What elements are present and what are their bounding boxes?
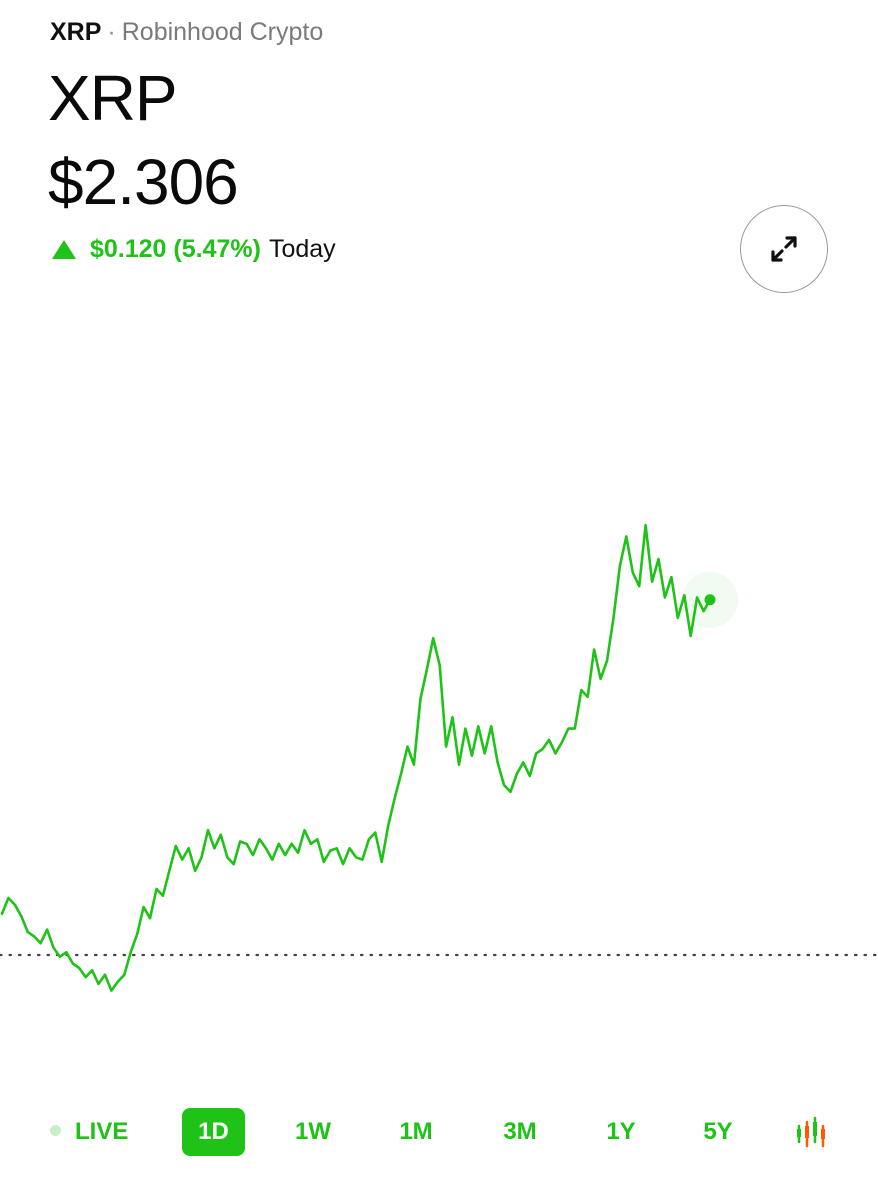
current-price-dot bbox=[704, 594, 716, 606]
asset-title: XRP bbox=[48, 62, 178, 134]
range-option-1d[interactable]: 1D bbox=[182, 1108, 245, 1156]
range-option-3m[interactable]: 3M bbox=[503, 1118, 537, 1145]
price-change: $0.120 (5.47%) Today bbox=[52, 233, 336, 265]
range-option-1w[interactable]: 1W bbox=[295, 1118, 331, 1145]
price-change-period: Today bbox=[268, 235, 336, 263]
range-option-1m[interactable]: 1M bbox=[399, 1118, 433, 1145]
candlestick-chart-icon[interactable] bbox=[795, 1112, 831, 1152]
current-price: $2.306 bbox=[48, 146, 239, 218]
range-option-1y[interactable]: 1Y bbox=[606, 1118, 636, 1145]
expand-chart-button[interactable] bbox=[740, 205, 828, 293]
live-dot-icon bbox=[50, 1125, 61, 1137]
live-label: LIVE bbox=[75, 1118, 129, 1145]
breadcrumb-separator: · bbox=[107, 18, 116, 46]
price-line bbox=[0, 523, 712, 992]
breadcrumb-symbol: XRP bbox=[50, 18, 102, 46]
breadcrumb: XRP · Robinhood Crypto bbox=[50, 17, 323, 47]
time-range-selector: LIVE 1D 1W 1M 3M 1Y 5Y bbox=[0, 1108, 878, 1156]
breadcrumb-source: Robinhood Crypto bbox=[121, 18, 324, 46]
live-toggle[interactable]: LIVE bbox=[50, 1108, 140, 1156]
price-chart[interactable] bbox=[0, 380, 878, 1060]
up-triangle-icon bbox=[52, 239, 76, 259]
expand-arrows-icon bbox=[771, 236, 797, 262]
price-change-amount: $0.120 (5.47%) bbox=[90, 235, 261, 263]
range-option-5y[interactable]: 5Y bbox=[703, 1118, 733, 1145]
